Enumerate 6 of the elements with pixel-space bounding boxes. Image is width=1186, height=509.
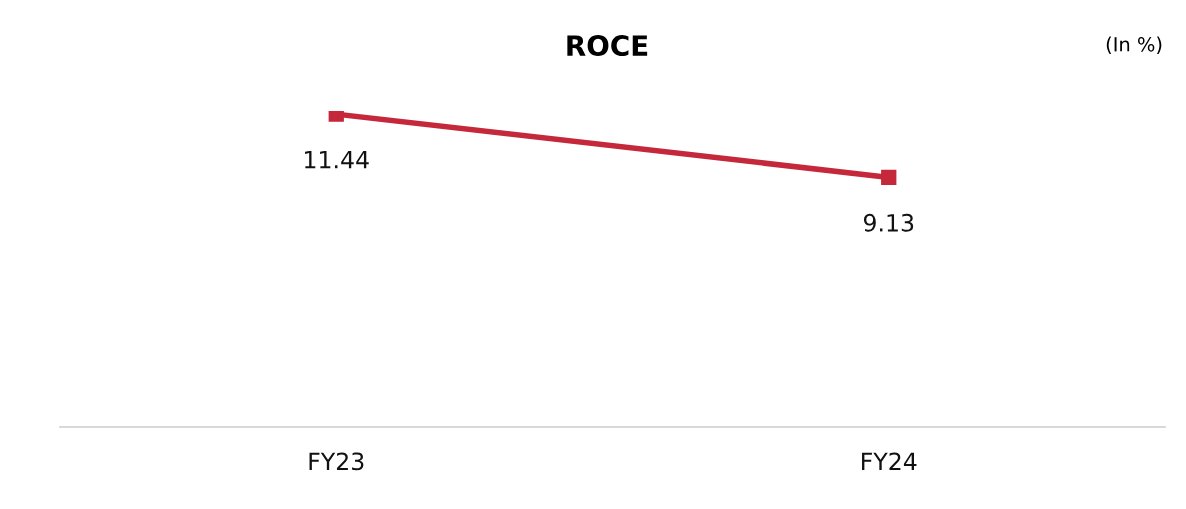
data-label: 11.44 [305,151,369,169]
x-tick-label: FY23 [309,452,364,471]
text: (In %) [1106,36,1162,54]
x-tick-label: FY24 [862,452,917,470]
chart-title: ROCE [567,35,648,57]
data-label: 9.13 [863,213,914,232]
